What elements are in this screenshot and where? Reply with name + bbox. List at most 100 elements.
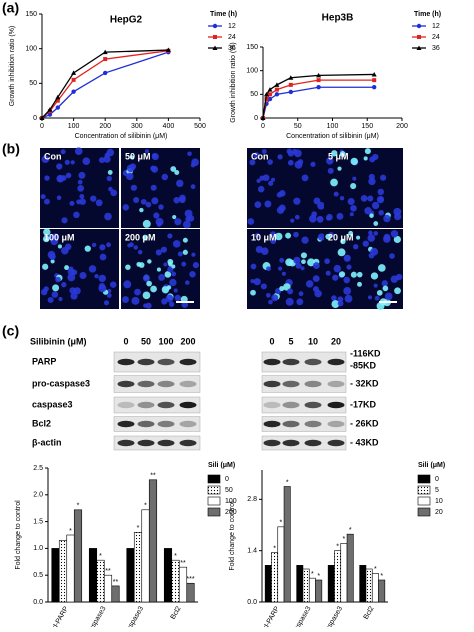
cell-nucleus: [161, 298, 168, 305]
bar: [186, 582, 195, 603]
cell-nucleus: [286, 148, 292, 154]
bar: [178, 566, 188, 603]
cell-nucleus: [261, 149, 267, 154]
cell-nucleus: [326, 157, 334, 165]
cell-nucleus: [337, 248, 346, 257]
cell-nucleus: [350, 271, 357, 278]
cell-nucleus: [177, 251, 183, 257]
cell-nucleus: [169, 278, 177, 287]
cell-nucleus: [370, 247, 379, 256]
x-tick-label: pro-Caspase3: [285, 605, 313, 627]
lane-label: 50: [141, 336, 151, 346]
cell-nucleus: [158, 204, 164, 210]
cell-nucleus: [160, 246, 167, 253]
cell-nucleus: [368, 173, 375, 180]
image-label: 10 μM: [251, 232, 277, 242]
cell-nucleus: [270, 177, 276, 182]
bar: [359, 565, 367, 603]
cell-nucleus: [369, 156, 376, 163]
cell-nucleus: [389, 253, 395, 259]
marker: [288, 75, 294, 80]
cell-nucleus: [161, 173, 169, 181]
cell-nucleus: [122, 204, 130, 211]
cell-nucleus: [293, 256, 301, 264]
significance-label: *: [317, 573, 320, 580]
cell-nucleus: [176, 179, 184, 188]
cell-nucleus: [178, 194, 186, 202]
cell-nucleus: [305, 280, 314, 288]
blot-band: [327, 439, 345, 447]
blot-strip: [261, 435, 347, 451]
cell-nucleus: [352, 243, 359, 250]
y-tick-label: 0: [254, 115, 258, 122]
cell-nucleus: [279, 257, 285, 263]
marker: [103, 70, 108, 76]
cell-nucleus: [142, 291, 151, 300]
size-marker: - 43KD: [350, 437, 379, 447]
cell-nucleus: [129, 242, 134, 248]
cell-nucleus: [253, 152, 260, 159]
y-axis-label: Fold change to control: [15, 500, 22, 570]
cell-nucleus: [349, 212, 354, 217]
cell-nucleus: [190, 184, 196, 190]
cell-nucleus: [44, 175, 50, 181]
cell-nucleus: [340, 238, 346, 245]
cell-nucleus: [156, 267, 161, 272]
cell-nucleus: [99, 244, 106, 251]
cell-nucleus: [376, 289, 383, 296]
y-tick-label: 150: [246, 44, 258, 51]
cell-nucleus: [52, 233, 59, 241]
y-tick-label: 100: [25, 46, 37, 53]
legend-title: Time (h): [414, 11, 441, 18]
cell-nucleus: [145, 201, 152, 208]
x-tick-label: 150: [361, 123, 373, 130]
blot-band: [179, 380, 197, 388]
x-tick-label: pro-caspase3: [80, 605, 107, 627]
y-tick-label: 2.0: [33, 492, 43, 499]
cell-nucleus: [73, 211, 80, 219]
cell-nucleus: [107, 169, 113, 175]
cell-nucleus: [293, 231, 299, 238]
cell-nucleus: [357, 281, 362, 287]
significance-label: *: [99, 553, 102, 560]
cell-nucleus: [266, 293, 271, 298]
cell-nucleus: [300, 252, 307, 259]
marker: [372, 85, 377, 90]
cell-nucleus: [133, 196, 140, 204]
cell-nucleus: [181, 261, 187, 267]
marker: [55, 94, 61, 100]
panel-label: (c): [2, 323, 19, 339]
cell-nucleus: [347, 198, 355, 206]
blot-strip: [113, 375, 201, 393]
cell-nucleus: [350, 157, 358, 166]
bar: [346, 533, 354, 603]
bar: [264, 565, 272, 603]
size-marker: - 26KD: [350, 418, 379, 428]
blot-band: [263, 439, 281, 447]
cell-nucleus: [373, 231, 378, 236]
cell-nucleus: [77, 179, 83, 185]
x-tick-label: Bcl2: [170, 605, 183, 620]
lane-label: 100: [158, 336, 173, 346]
blot-strip: [261, 396, 347, 414]
legend-label: 24: [432, 34, 440, 41]
cell-nucleus: [352, 176, 357, 181]
blot-band: [263, 380, 281, 388]
image-label: 20 μM: [328, 232, 354, 242]
marker: [39, 115, 45, 120]
cell-nucleus: [171, 264, 176, 269]
marker: [103, 57, 108, 62]
significance-label: *: [77, 503, 80, 510]
y-tick-label: 100: [246, 68, 258, 75]
cell-nucleus: [106, 148, 115, 157]
marker: [47, 107, 53, 112]
cell-nucleus: [307, 258, 316, 267]
cell-nucleus: [373, 283, 378, 288]
x-tick-label: Caspase3: [322, 605, 344, 627]
image-label: 100 μM: [44, 232, 75, 242]
blot-band: [117, 401, 135, 409]
cell-nucleus: [170, 166, 177, 172]
cell-nucleus: [264, 200, 272, 208]
x-tick-label: caspase3: [124, 605, 145, 627]
